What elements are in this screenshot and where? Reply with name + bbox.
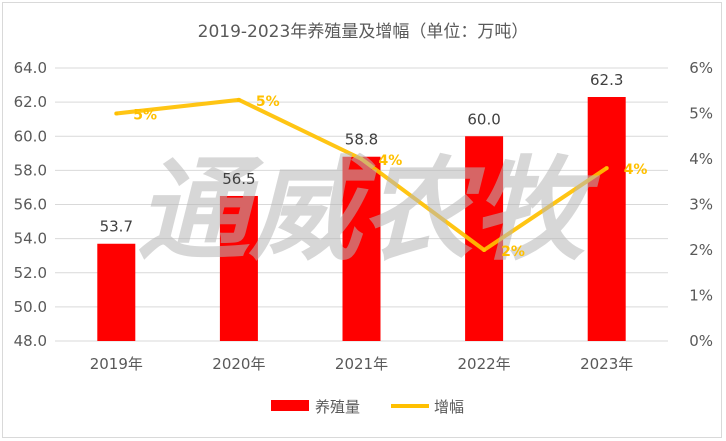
x-tick-label: 2019年 xyxy=(90,355,143,373)
line-point xyxy=(604,166,609,171)
bar-value-label: 58.8 xyxy=(345,131,378,149)
line-value-label: 5% xyxy=(256,94,280,110)
y-left-tick-label: 48.0 xyxy=(14,332,47,350)
y-left-tick-label: 52.0 xyxy=(14,264,47,282)
legend-label-bar: 养殖量 xyxy=(315,398,360,416)
watermark-text: 通威农牧 xyxy=(137,146,601,276)
bar-value-label: 56.5 xyxy=(222,170,255,188)
bar xyxy=(587,97,626,341)
y-right-tick-label: 5% xyxy=(689,105,713,123)
y-left-tick-label: 54.0 xyxy=(14,230,47,248)
y-right-tick-label: 0% xyxy=(689,332,713,350)
bar-value-label: 60.0 xyxy=(467,110,500,128)
y-right-tick-label: 1% xyxy=(689,287,713,305)
y-left-tick-label: 64.0 xyxy=(14,59,47,77)
y-left-tick-label: 62.0 xyxy=(14,93,47,111)
y-left-tick-label: 50.0 xyxy=(14,298,47,316)
axis-ticks: 48.0 50.0 52.0 54.0 56.0 58.0 60.0 62.0 64.0 0% 1%… xyxy=(14,59,713,373)
x-tick-label: 2023年 xyxy=(580,355,633,373)
bar xyxy=(97,243,136,341)
data-labels: 53.7 56.5 58.8 60.0 62.3 5% 5% 4% 2% 4% xyxy=(100,71,648,260)
y-right-tick-label: 3% xyxy=(689,196,713,214)
x-tick-label: 2020年 xyxy=(212,355,265,373)
y-left-tick-label: 58.0 xyxy=(14,161,47,179)
y-left-tick-label: 56.0 xyxy=(14,196,47,214)
bar-series xyxy=(97,97,626,341)
line-value-label: 2% xyxy=(501,244,525,260)
line-point xyxy=(114,111,119,116)
y-right-tick-label: 2% xyxy=(689,241,713,259)
line-point xyxy=(236,97,241,102)
bar-value-label: 62.3 xyxy=(590,71,623,89)
y-right-tick-label: 4% xyxy=(689,150,713,168)
chart-canvas: 通威农牧 53.7 56.5 58.8 60.0 62.3 5% 5% 4% 2% 4% 48.0… xyxy=(14,22,713,416)
legend-label-line: 增幅 xyxy=(434,398,464,416)
line-value-label: 4% xyxy=(624,162,648,178)
x-tick-label: 2022年 xyxy=(458,355,511,373)
legend: 养殖量 增幅 xyxy=(271,398,464,416)
line-value-label: 5% xyxy=(133,108,157,124)
line-point xyxy=(359,157,364,161)
y-right-tick-label: 6% xyxy=(689,59,713,77)
line-value-label: 4% xyxy=(379,153,403,169)
legend-swatch-bar xyxy=(271,400,309,411)
line-series xyxy=(114,97,609,252)
y-left-tick-label: 60.0 xyxy=(14,127,47,145)
bar-value-label: 53.7 xyxy=(100,218,133,236)
x-tick-label: 2021年 xyxy=(335,355,388,373)
bar xyxy=(219,195,258,341)
chart-title: 2019-2023年养殖量及增幅（单位：万吨） xyxy=(198,22,529,42)
line-point xyxy=(482,248,487,252)
bar xyxy=(342,156,381,341)
